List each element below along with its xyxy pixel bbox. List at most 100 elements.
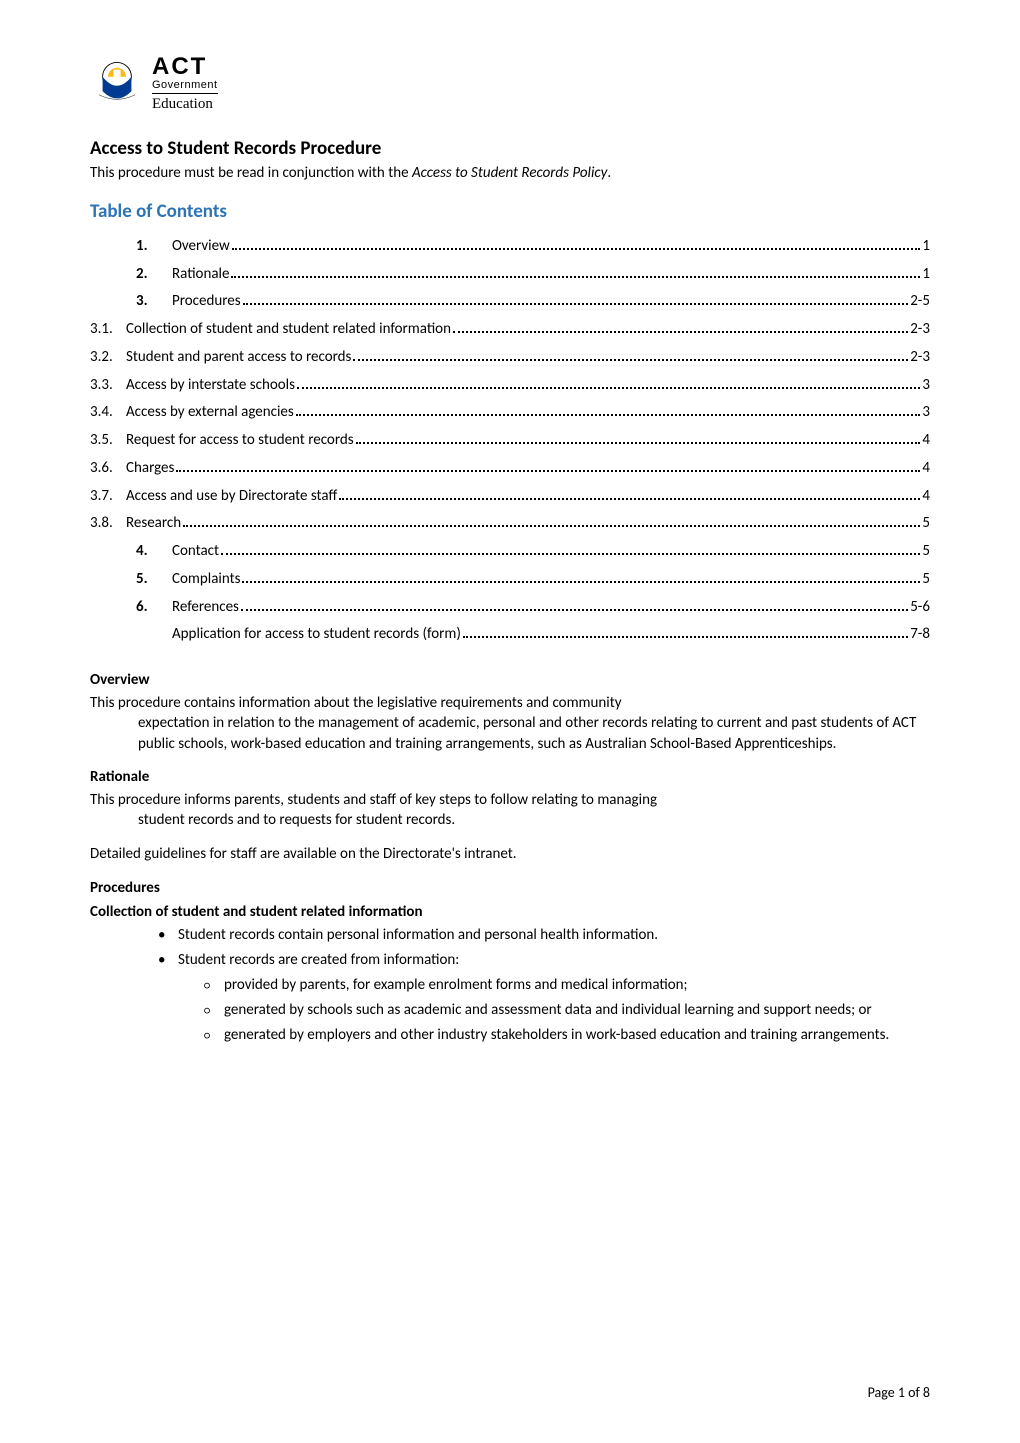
toc-number: 4. xyxy=(136,538,172,566)
toc-page: 2-3 xyxy=(910,316,930,344)
toc-number: 6. xyxy=(136,594,172,622)
toc-label: Overview xyxy=(172,233,230,261)
toc-leader xyxy=(243,303,909,305)
rationale-paragraph-2: Detailed guidelines for staff are availa… xyxy=(90,844,930,864)
logo-block: ACT Government Education xyxy=(90,56,930,113)
document-subtitle: This procedure must be read in conjuncti… xyxy=(90,164,930,182)
list-item: provided by parents, for example enrolme… xyxy=(204,975,930,996)
toc-row: 4.Contact 5 xyxy=(90,538,930,566)
toc-page: 5 xyxy=(922,510,930,538)
toc-label: Request for access to student records xyxy=(126,427,354,455)
toc-leader xyxy=(232,248,921,250)
toc-number: 3.1. xyxy=(90,316,126,344)
procedures-heading: Procedures xyxy=(90,879,930,897)
list-item: Student records contain personal informa… xyxy=(158,925,930,946)
toc-row: 3.3.Access by interstate schools 3 xyxy=(90,372,930,400)
toc-row: 3.5.Request for access to student record… xyxy=(90,427,930,455)
toc-row: Application for access to student record… xyxy=(90,621,930,649)
list-item: Student records are created from informa… xyxy=(158,950,930,1046)
subtitle-lead: This procedure must be read in conjuncti… xyxy=(90,164,412,182)
toc-row: 3.7.Access and use by Directorate staff 4 xyxy=(90,483,930,511)
overview-para-lead: This procedure contains information abou… xyxy=(90,694,622,712)
toc-number: 2. xyxy=(136,261,172,289)
toc-label: Research xyxy=(126,510,181,538)
toc-number: 1. xyxy=(136,233,172,261)
toc-row: 6.References 5-6 xyxy=(90,594,930,622)
toc-row: 3.1.Collection of student and student re… xyxy=(90,316,930,344)
toc-leader xyxy=(297,387,920,389)
toc-page: 1 xyxy=(922,261,930,289)
toc-label: Rationale xyxy=(172,261,229,289)
toc-page: 4 xyxy=(922,483,930,511)
subtitle-tail: . xyxy=(607,164,611,182)
logo-text: ACT Government Education xyxy=(152,56,218,113)
rationale-p1-lead: This procedure informs parents, students… xyxy=(90,791,657,809)
toc-leader xyxy=(231,276,920,278)
toc-number: 3.7. xyxy=(90,483,126,511)
toc-page: 2-3 xyxy=(910,344,930,372)
toc-number: 3.6. xyxy=(90,455,126,483)
toc-leader xyxy=(176,470,920,472)
toc-number: 3.5. xyxy=(90,427,126,455)
toc-leader xyxy=(241,609,908,611)
toc-number: 3.2. xyxy=(90,344,126,372)
toc-page: 5 xyxy=(922,538,930,566)
toc-number: 5. xyxy=(136,566,172,594)
toc-row: 3.2.Student and parent access to records… xyxy=(90,344,930,372)
toc-row: 3.Procedures 2-5 xyxy=(90,288,930,316)
toc-leader xyxy=(221,553,920,555)
toc-row: 3.8.Research5 xyxy=(90,510,930,538)
procedures-bullets: Student records contain personal informa… xyxy=(90,925,930,1046)
toc-leader xyxy=(463,636,908,638)
toc-leader xyxy=(339,498,920,500)
toc-page: 4 xyxy=(922,455,930,483)
toc-heading: Table of Contents xyxy=(90,200,930,223)
toc-label: References xyxy=(172,594,239,622)
toc-label: Access by interstate schools xyxy=(126,372,295,400)
toc-leader xyxy=(356,442,921,444)
toc-leader xyxy=(453,331,908,333)
toc-row: 2.Rationale 1 xyxy=(90,261,930,289)
rationale-paragraph-1: This procedure informs parents, students… xyxy=(90,790,930,831)
toc-row: 3.4.Access by external agencies 3 xyxy=(90,399,930,427)
subtitle-italic: Access to Student Records Policy xyxy=(412,164,607,182)
toc-label: Contact xyxy=(172,538,219,566)
toc-label: Student and parent access to records xyxy=(126,344,351,372)
toc-label: Collection of student and student relate… xyxy=(126,316,451,344)
toc-label: Application for access to student record… xyxy=(172,621,461,649)
toc-row: 5.Complaints5 xyxy=(90,566,930,594)
toc-leader xyxy=(242,581,920,583)
toc-page: 1 xyxy=(922,233,930,261)
toc-label: Access by external agencies xyxy=(126,399,294,427)
overview-paragraph: This procedure contains information abou… xyxy=(90,693,930,754)
toc-label: Complaints xyxy=(172,566,240,594)
toc-page: 7-8 xyxy=(910,621,930,649)
toc-label: Access and use by Directorate staff xyxy=(126,483,337,511)
toc-row: 1.Overview 1 xyxy=(90,233,930,261)
toc-page: 3 xyxy=(922,372,930,400)
toc-page: 5-6 xyxy=(910,594,930,622)
toc-page: 3 xyxy=(922,399,930,427)
toc-leader xyxy=(353,359,908,361)
list-item: generated by schools such as academic an… xyxy=(204,1000,930,1021)
toc-label: Procedures xyxy=(172,288,241,316)
toc-number: 3.3. xyxy=(90,372,126,400)
overview-heading: Overview xyxy=(90,671,930,689)
toc-number: 3.4. xyxy=(90,399,126,427)
table-of-contents: 1.Overview12.Rationale13.Procedures2-53.… xyxy=(90,233,930,649)
crest-icon xyxy=(90,57,144,111)
toc-label: Charges xyxy=(126,455,174,483)
toc-leader xyxy=(183,525,920,527)
toc-leader xyxy=(296,414,921,416)
logo-gov: Government xyxy=(152,79,218,91)
rationale-p1-cont: student records and to requests for stud… xyxy=(90,810,930,830)
procedures-subheading: Collection of student and student relate… xyxy=(90,903,930,921)
toc-row: 3.6.Charges 4 xyxy=(90,455,930,483)
sub-bullets: provided by parents, for example enrolme… xyxy=(178,975,930,1046)
toc-number: 3. xyxy=(136,288,172,316)
overview-para-cont: expectation in relation to the managemen… xyxy=(90,713,930,754)
toc-page: 2-5 xyxy=(910,288,930,316)
list-item: generated by employers and other industr… xyxy=(204,1025,930,1046)
document-title: Access to Student Records Procedure xyxy=(90,137,930,160)
logo-edu: Education xyxy=(152,93,218,113)
